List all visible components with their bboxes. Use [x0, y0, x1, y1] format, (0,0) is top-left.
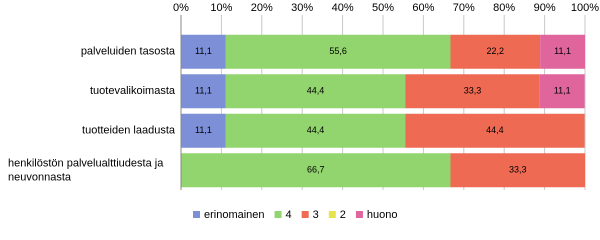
bar-segment	[181, 153, 451, 188]
value-label: 11,1	[195, 46, 212, 56]
value-label: 11,1	[195, 86, 212, 96]
bar-segment	[181, 34, 226, 69]
value-label: 33,3	[464, 86, 482, 96]
legend-swatch	[328, 211, 336, 218]
value-label: 33,3	[509, 165, 527, 175]
x-tick-label: 80%	[493, 2, 515, 14]
label-line: henkilöstön palvelualttiudesta ja	[8, 157, 164, 169]
bar-segment	[539, 74, 585, 109]
bar-segment	[181, 113, 226, 148]
bar-segment	[405, 74, 540, 109]
value-label: 44,4	[307, 125, 325, 135]
value-label: 11,1	[554, 86, 571, 96]
legend-label: 3	[313, 209, 319, 221]
legend-swatch	[274, 211, 282, 218]
x-tick-label: 50%	[372, 2, 394, 14]
x-tick-label: 40%	[332, 2, 354, 14]
bar-segment	[181, 74, 226, 109]
legend-label: huono	[367, 209, 398, 221]
bar-segment	[225, 74, 406, 109]
x-tick-label: 20%	[251, 2, 273, 14]
bar-segment	[540, 34, 585, 69]
bar-segment	[225, 34, 451, 69]
value-label: 11,1	[554, 46, 571, 56]
legend-label: erinomainen	[204, 209, 265, 221]
x-tick-label: 10%	[210, 2, 232, 14]
y-tick-label: tuotteiden laadusta	[82, 125, 176, 137]
y-tick-label: tuotevalikoimasta	[90, 85, 176, 97]
legend-label: 2	[340, 209, 346, 221]
legend-swatch	[355, 211, 363, 218]
value-label: 66,7	[307, 165, 325, 175]
bar-segment	[225, 113, 406, 148]
y-tick-label: henkilöstön palvelualttiudesta ja neuvonn…	[8, 157, 164, 183]
value-label: 44,4	[307, 86, 325, 96]
y-tick-label: palveluiden tasosta	[81, 46, 176, 58]
bar-segment	[450, 34, 541, 69]
x-tick-label: 60%	[412, 2, 434, 14]
x-tick-label: 90%	[534, 2, 556, 14]
value-label: 44,4	[486, 125, 504, 135]
value-label: 22,2	[487, 46, 505, 56]
bar-segment	[450, 153, 585, 188]
value-label: 11,1	[195, 125, 212, 135]
legend-label: 4	[286, 209, 292, 221]
x-tick-label: 30%	[291, 2, 313, 14]
legend-swatch	[301, 211, 309, 218]
x-tick-label: 0%	[173, 2, 189, 14]
legend-swatch	[193, 211, 200, 218]
chart: 0% 10% 20% 30% 40% 50% 60% 70% 80% 90% 100% palvelu…	[8, 2, 599, 221]
x-tick-label: 100%	[571, 2, 599, 14]
label-line: neuvonnasta	[8, 171, 72, 183]
x-tick-label: 70%	[453, 2, 475, 14]
value-label: 55,6	[329, 46, 347, 56]
bar-segment	[405, 113, 585, 148]
